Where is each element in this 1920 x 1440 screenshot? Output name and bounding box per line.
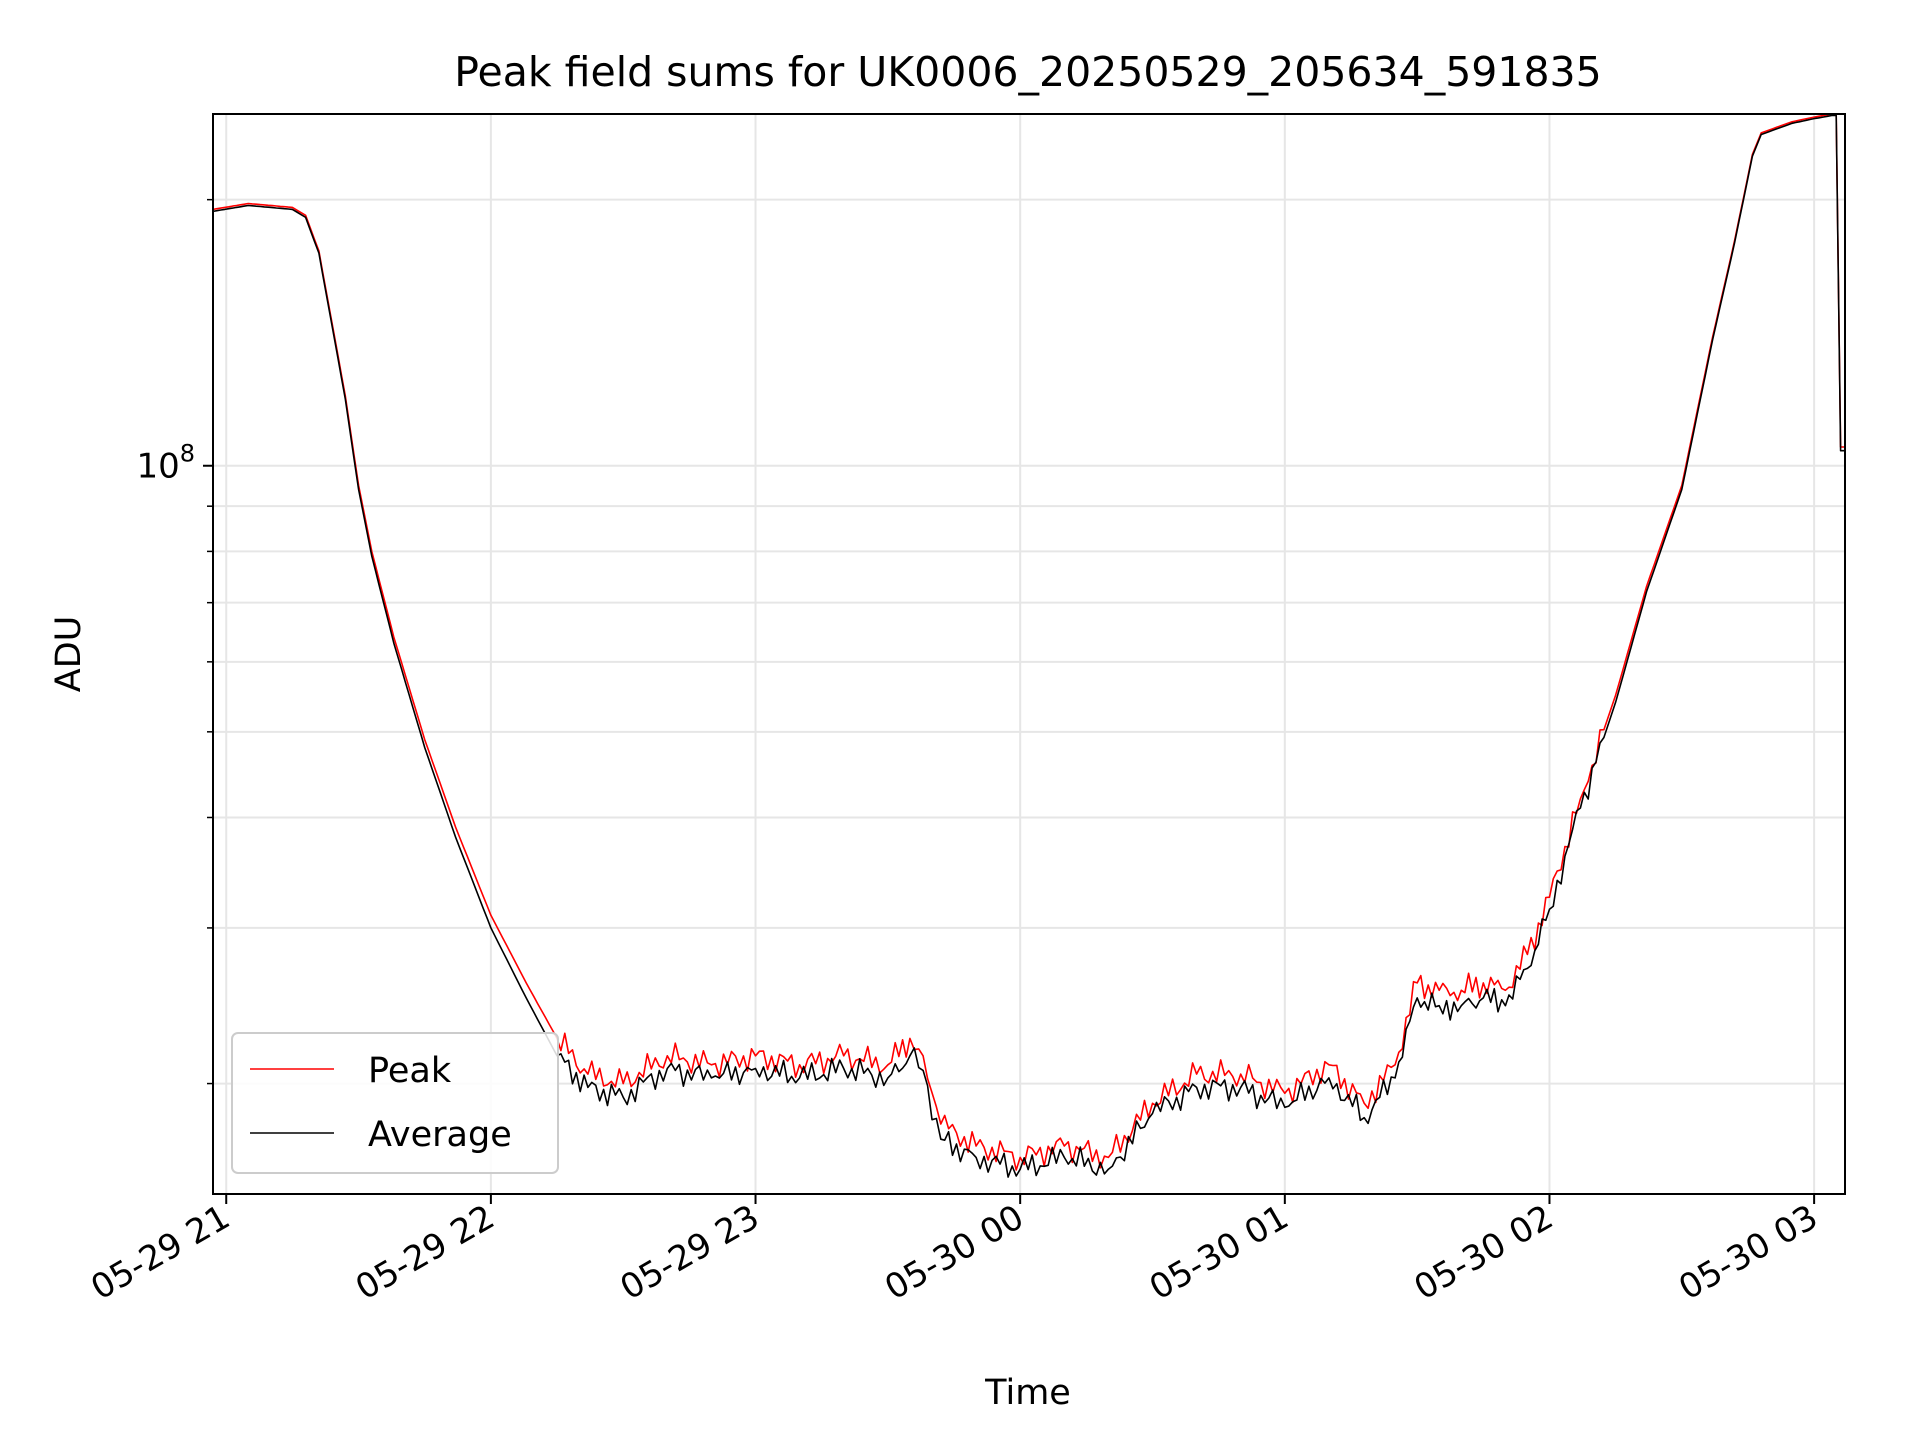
series-line-peak	[213, 114, 1845, 1171]
legend-box	[231, 1032, 559, 1174]
legend-label-peak: Peak	[368, 1051, 452, 1091]
y-axis: 108	[136, 198, 213, 1085]
plot-frame	[212, 113, 1846, 1195]
chart-title: Peak field sums for UK0006_20250529_2056…	[454, 48, 1601, 96]
series-line-average	[213, 114, 1845, 1178]
y-axis-label: ADU	[49, 616, 89, 693]
series-layer	[213, 114, 1845, 1178]
legend-label-average: Average	[368, 1115, 512, 1155]
grid	[213, 114, 1845, 1194]
y-tick-label: 108	[136, 440, 195, 487]
legend: Peak Average	[231, 1032, 559, 1174]
x-axis-label: Time	[984, 1373, 1071, 1413]
